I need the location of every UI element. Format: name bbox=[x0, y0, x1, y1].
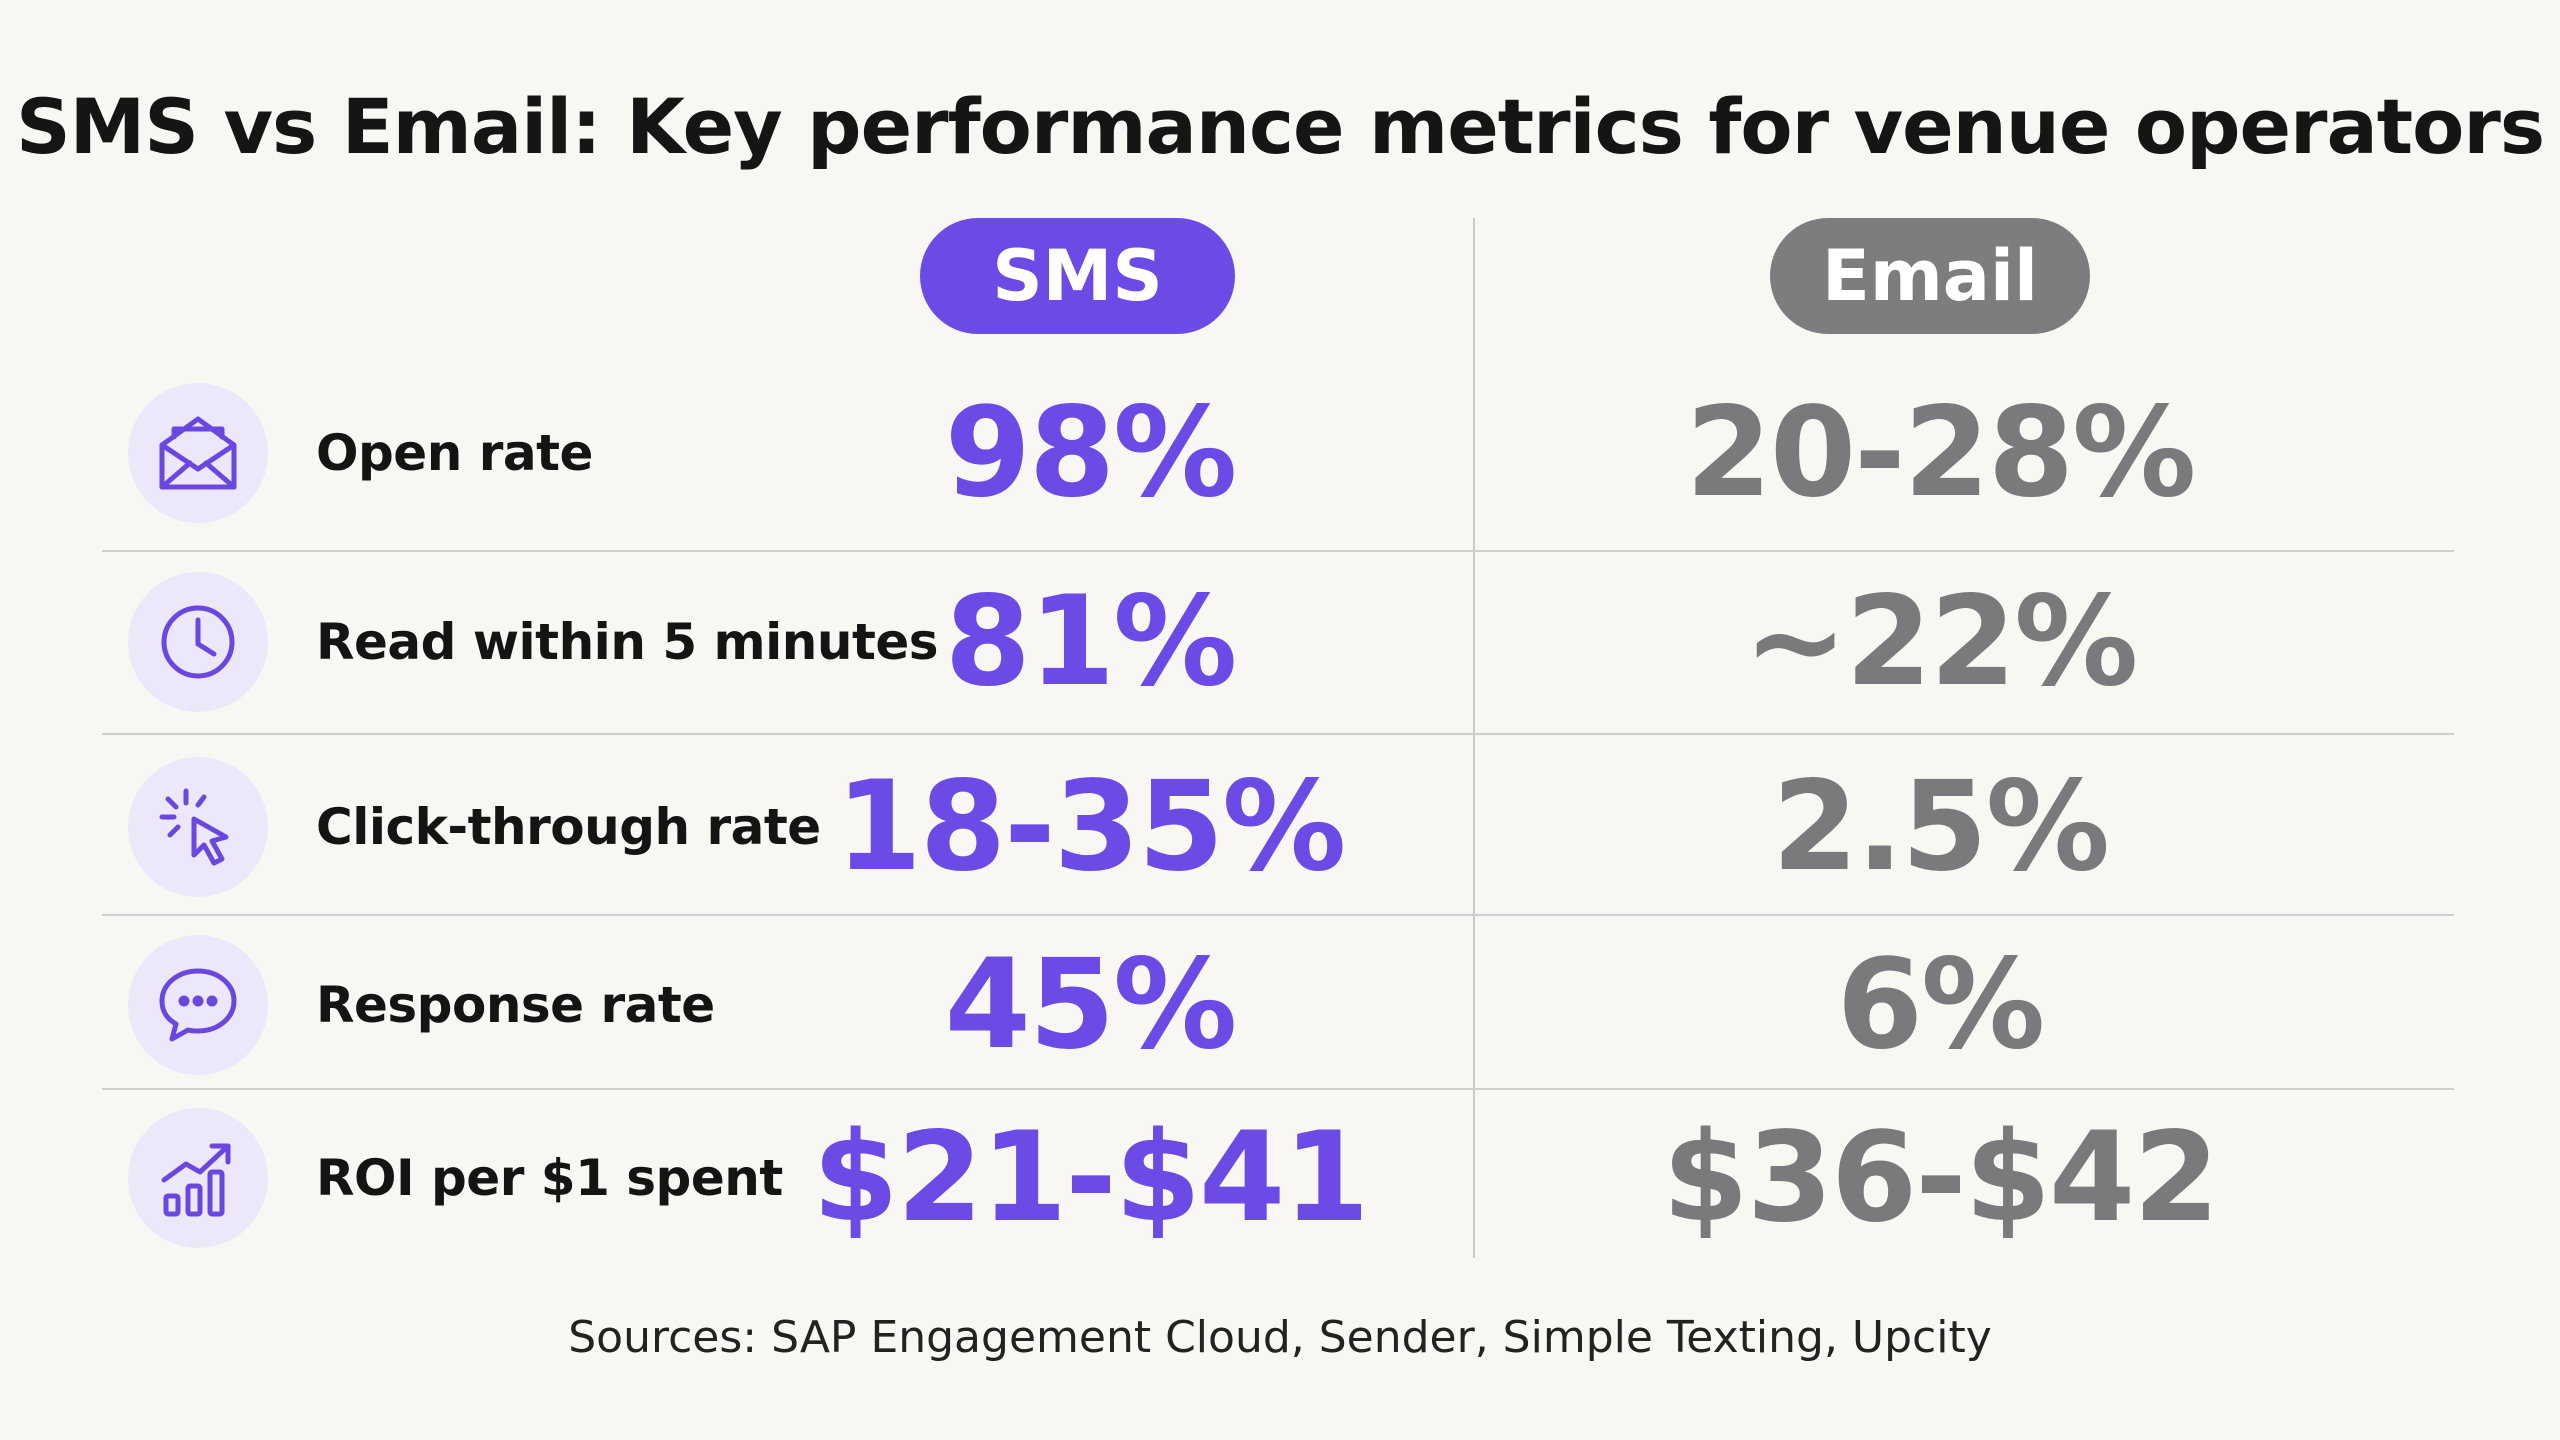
sms-value: 18-35% bbox=[835, 755, 1347, 899]
email-value: 20-28% bbox=[1685, 381, 2197, 525]
sms-value: 81% bbox=[944, 570, 1238, 714]
row-separator bbox=[102, 1088, 2454, 1090]
cursor-click-icon bbox=[128, 757, 268, 897]
email-value: 2.5% bbox=[1772, 755, 2110, 899]
sms-value: 98% bbox=[944, 381, 1238, 525]
metric-label: Read within 5 minutes bbox=[316, 613, 939, 671]
row-separator bbox=[102, 550, 2454, 552]
email-value: ~22% bbox=[1743, 570, 2139, 714]
email-column-header: Email bbox=[1770, 218, 2090, 334]
sources-footnote: Sources: SAP Engagement Cloud, Sender, S… bbox=[568, 1312, 1992, 1363]
metric-label: Response rate bbox=[316, 976, 715, 1034]
clock-icon bbox=[128, 572, 268, 712]
metric-label: ROI per $1 spent bbox=[316, 1149, 783, 1207]
metric-label: Open rate bbox=[316, 424, 593, 482]
envelope-icon bbox=[128, 383, 268, 523]
row-separator bbox=[102, 914, 2454, 916]
row-separator bbox=[102, 733, 2454, 735]
sms-value: $21-$41 bbox=[812, 1106, 1369, 1250]
growth-chart-icon bbox=[128, 1108, 268, 1248]
email-value: 6% bbox=[1836, 933, 2046, 1077]
sms-column-header: SMS bbox=[920, 218, 1235, 334]
chat-bubble-icon bbox=[128, 935, 268, 1075]
metric-label: Click-through rate bbox=[316, 798, 821, 856]
chart-title: SMS vs Email: Key performance metrics fo… bbox=[15, 82, 2545, 171]
sms-value: 45% bbox=[944, 933, 1238, 1077]
column-divider bbox=[1473, 218, 1475, 1258]
email-value: $36-$42 bbox=[1662, 1106, 2219, 1250]
